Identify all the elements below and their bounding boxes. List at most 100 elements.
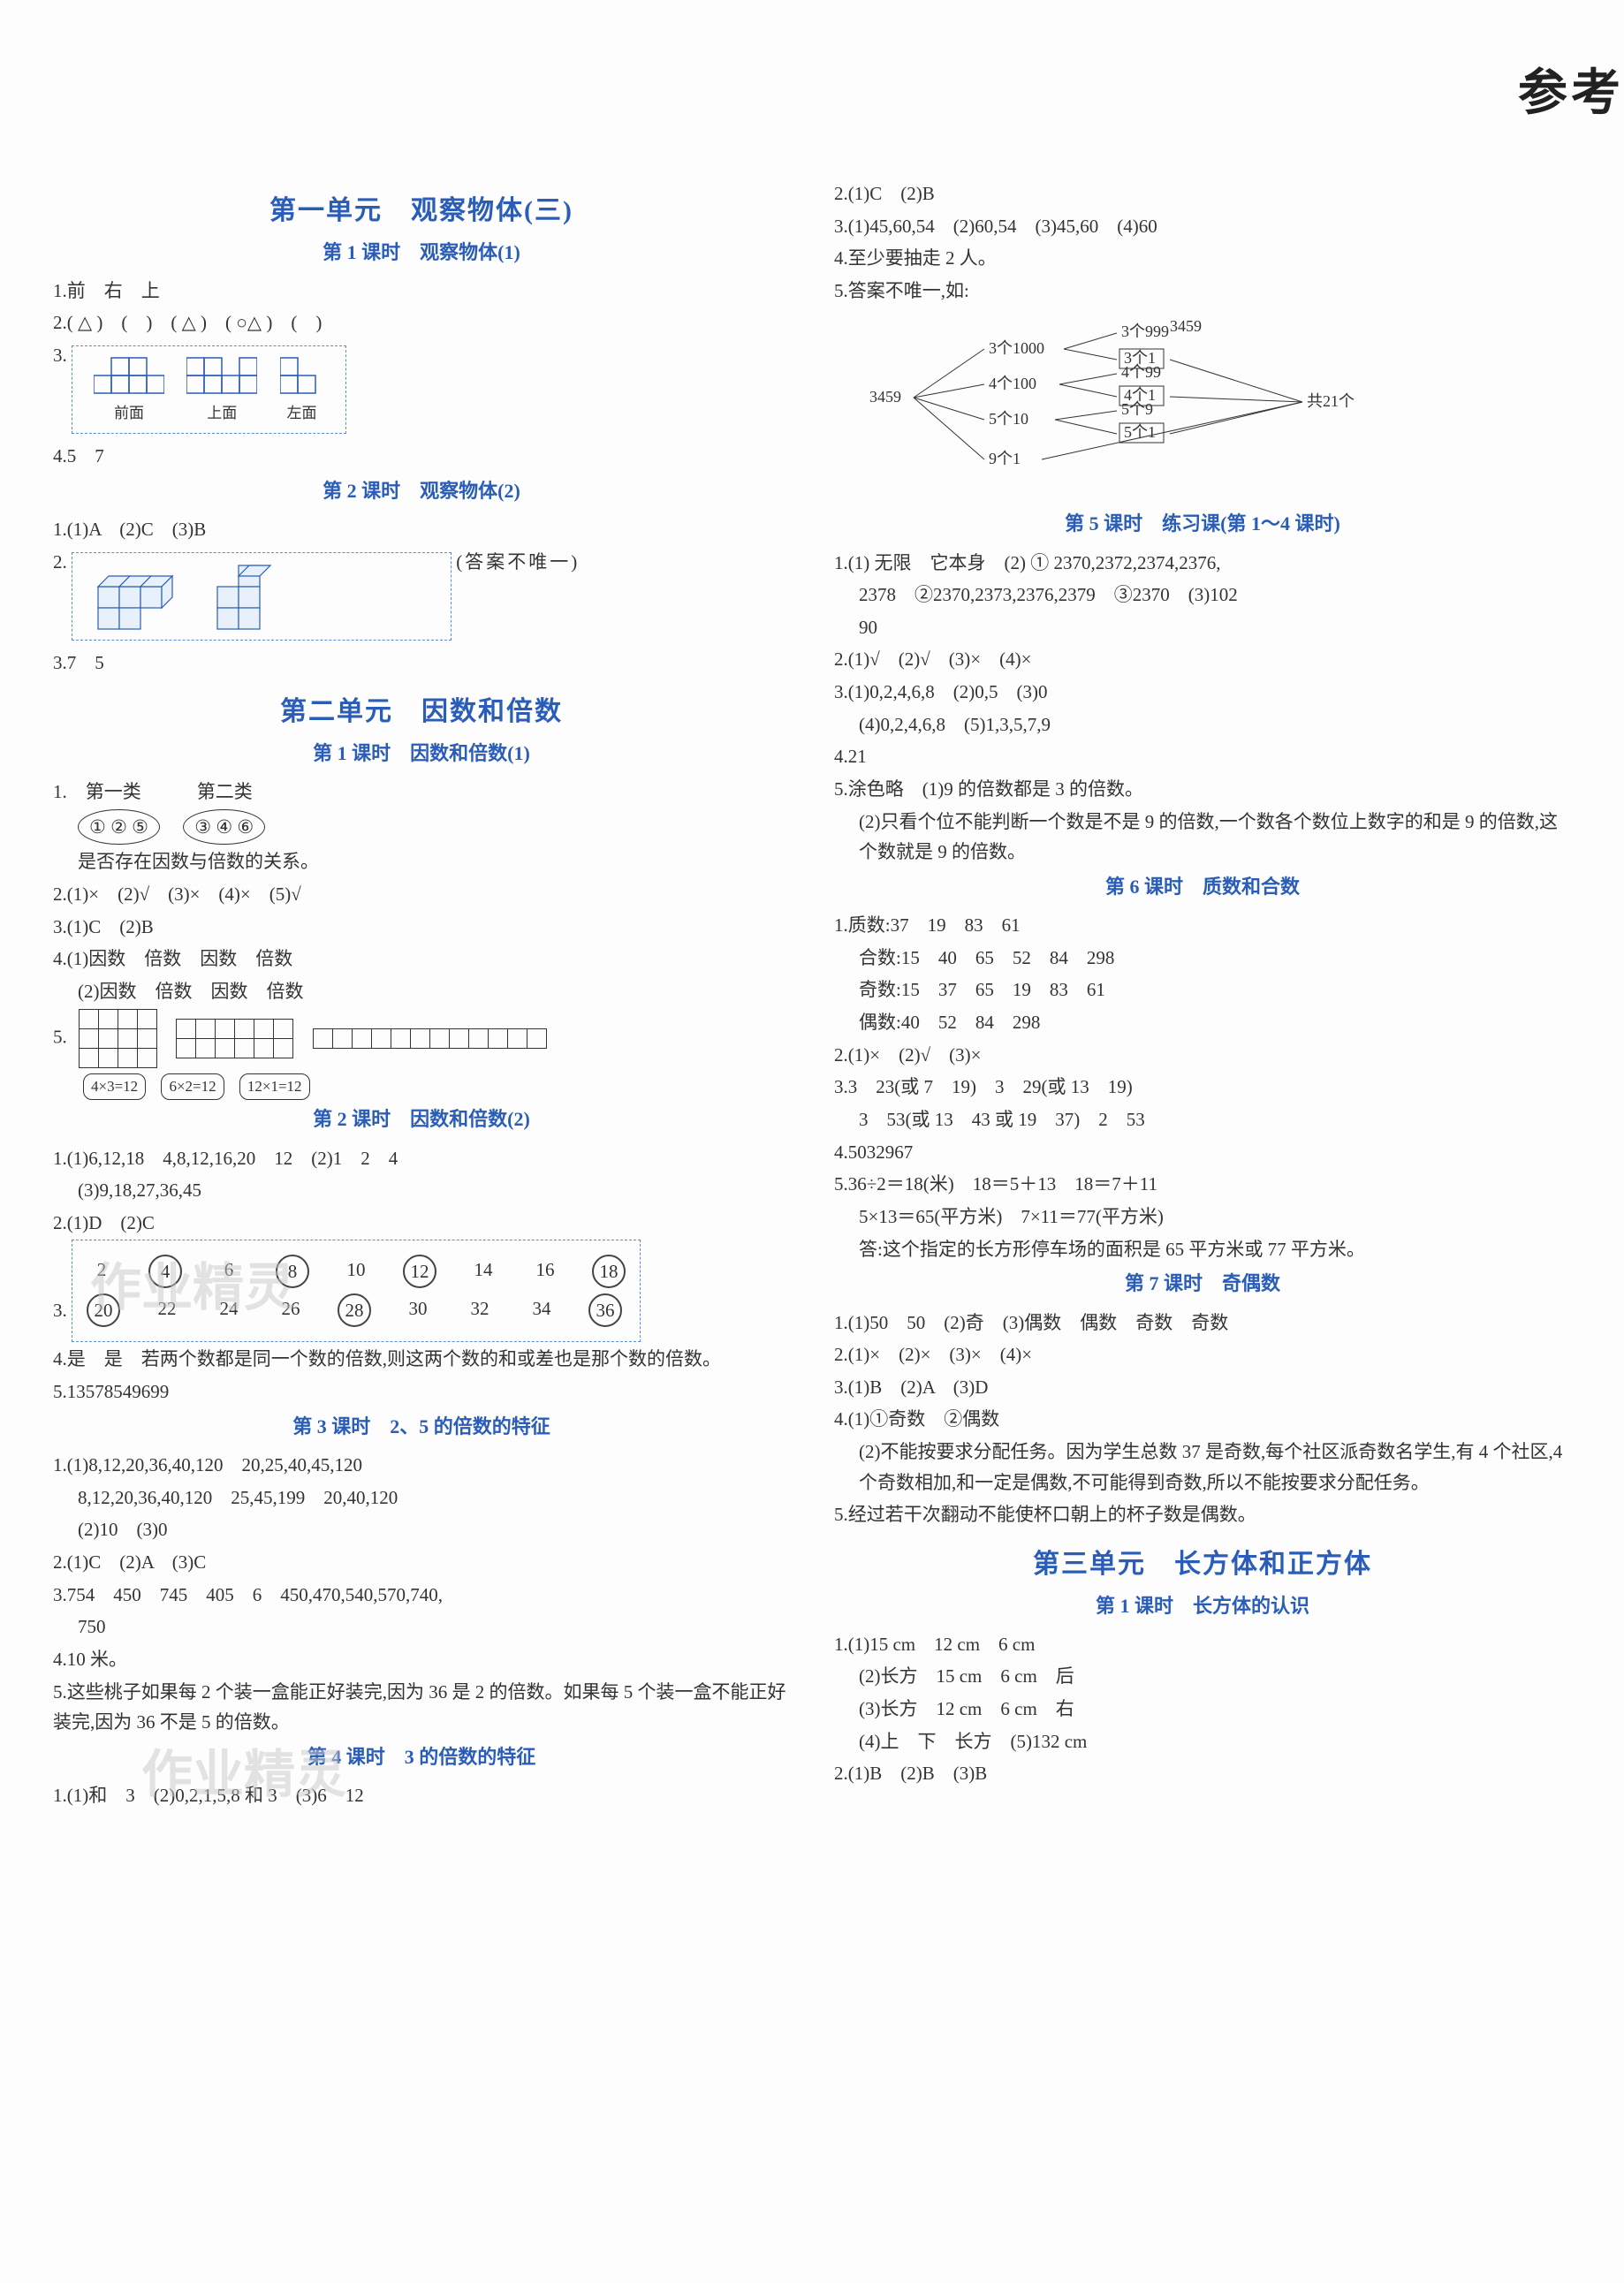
svg-text:4个99: 4个99 [1121,363,1161,381]
answer-line: 8,12,20,36,40,120 25,45,199 20,40,120 [53,1483,790,1513]
answer-line: 5.答案不唯一,如: [834,276,1571,307]
mini-grid [313,1028,547,1049]
answer-line: 1.(1)6,12,18 4,8,12,16,20 12 (2)1 2 4 [53,1143,790,1174]
answer-line: 2. [53,547,790,646]
u2-l6-title: 第 6 课时 质数和合数 [834,871,1571,903]
grid-num-circled: 12 [403,1255,436,1288]
mini-grid [176,1019,293,1058]
group-oval: ① ② ⑤ [78,809,160,846]
grid-num: 10 [341,1255,371,1288]
answer-line: 2.(1)C (2)B [834,178,1571,209]
answer-line: 3.(1)C (2)B [53,912,790,943]
answer-line: 3.(1)0,2,4,6,8 (2)0,5 (3)0 [834,677,1571,708]
u2-l3-title: 第 3 课时 2、5 的倍数的特征 [53,1411,790,1443]
grid-num: 26 [276,1293,306,1327]
number-grid: 2 4 6 8 10 12 14 16 18 20 22 24 26 28 30 [72,1240,641,1342]
boxed-equation: 12×1=12 [239,1073,310,1100]
shapes-container [72,552,452,641]
tree-svg: 3459 3459 3个1000 4个100 5个10 9个1 3个999 3个… [861,314,1408,490]
tree-diagram: 3459 3459 3个1000 4个100 5个10 9个1 3个999 3个… [861,314,1408,500]
tree-root: 3459 [869,388,901,406]
answer-line: 4.至少要抽走 2 人。 [834,243,1571,274]
answer-line: (3)长方 12 cm 6 cm 右 [834,1694,1571,1725]
unit2-title: 第二单元 因数和倍数 [53,690,790,734]
grid-num: 6 [214,1255,244,1288]
answer-line: 3.3 23(或 7 19) 3 29(或 13 19) [834,1072,1571,1103]
u3-l1-title: 第 1 课时 长方体的认识 [834,1590,1571,1622]
shapes-container: 前面 上面 [72,345,346,434]
answer-line: 1.(1)和 3 (2)0,2,1,5,8 和 3 (3)6 12 [53,1780,790,1811]
answer-line: 3. 前面 [53,340,790,439]
shape-svg [94,560,191,631]
u2-l5-title: 第 5 课时 练习课(第 1～4 课时) [834,508,1571,540]
svg-text:5个9: 5个9 [1121,400,1153,418]
answer-line: 4×3=12 6×2=12 12×1=12 [53,1070,790,1101]
answer-line: 4.10 米。 [53,1644,790,1675]
u1-l1-title: 第 1 课时 观察物体(1) [53,237,790,269]
svg-text:4个100: 4个100 [989,375,1036,392]
answer-line: 3.(1)45,60,54 (2)60,54 (3)45,60 (4)60 [834,211,1571,242]
answer-line: 1.(1) 无限 它本身 (2) ① 2370,2372,2374,2376, [834,548,1571,579]
answer-line: 2.(1)√ (2)√ (3)× (4)× [834,644,1571,675]
q-number: 3. [53,345,67,366]
answer-line: 5.涂色略 (1)9 的倍数都是 3 的倍数。 [834,774,1571,805]
note-text: (答案不唯一) [456,551,580,573]
answer-line: 3. 2 4 6 8 10 12 14 16 18 20 22 24 2 [53,1240,790,1342]
answer-line: 答:这个指定的长方形停车场的面积是 65 平方米或 77 平方米。 [834,1234,1571,1265]
unit3-title: 第三单元 长方体和正方体 [834,1543,1571,1587]
shape-label: 上面 [186,401,257,426]
answer-line: 3.7 5 [53,648,790,679]
answer-line: 2.( △ ) ( ) ( △ ) ( ○△ ) ( ) [53,307,790,338]
svg-text:共21个: 共21个 [1307,392,1355,410]
answer-line: 5×13＝65(平方米) 7×11＝77(平方米) [834,1202,1571,1233]
answer-line: 4.是 是 若两个数都是同一个数的倍数,则这两个数的和或差也是那个数的倍数。 [53,1344,790,1375]
shape-label: 前面 [94,401,164,426]
answer-line: ① ② ⑤ ③ ④ ⑥ [53,809,790,846]
shape-svg [280,353,324,398]
group-oval: ③ ④ ⑥ [183,809,265,846]
answer-line: 5.经过若干次翻动不能使杯口朝上的杯子数是偶数。 [834,1499,1571,1530]
grid-num: 22 [152,1293,182,1327]
u2-l2-title: 第 2 课时 因数和倍数(2) [53,1104,790,1135]
right-column: 2.(1)C (2)B 3.(1)45,60,54 (2)60,54 (3)45… [834,177,1571,1813]
circled-num: ③ [194,816,211,838]
grid-num-circled: 8 [276,1255,309,1288]
circled-num: ④ [216,816,232,838]
answer-line: 1.(1)8,12,20,36,40,120 20,25,40,45,120 [53,1450,790,1481]
answer-line: 2.(1)× (2)√ (3)× [834,1040,1571,1071]
grid-num-circled: 28 [338,1293,371,1327]
answer-line: 1.前 右 上 [53,276,790,307]
answer-line: 1.质数:37 19 83 61 [834,910,1571,941]
answer-line: 2.(1)B (2)B (3)B [834,1758,1571,1789]
answer-line: 5.这些桃子如果每 2 个装一盒能正好装完,因为 36 是 2 的倍数。如果每 … [53,1677,790,1738]
answer-line: 1.(1)15 cm 12 cm 6 cm [834,1629,1571,1660]
svg-text:3个999: 3个999 [1121,322,1169,340]
page-title: 参考 [1518,53,1624,134]
shape-svg [94,353,164,398]
grid-num: 30 [403,1293,433,1327]
answer-line: 2.(1)D (2)C [53,1208,790,1239]
u2-l7-title: 第 7 课时 奇偶数 [834,1268,1571,1300]
answer-line: 奇数:15 37 65 19 83 61 [834,975,1571,1005]
answer-line: 1.(1)A (2)C (3)B [53,514,790,545]
answer-line: (4)0,2,4,6,8 (5)1,3,5,7,9 [834,709,1571,740]
answer-line: (4)上 下 长方 (5)132 cm [834,1726,1571,1757]
answer-line: 2.(1)C (2)A (3)C [53,1547,790,1578]
svg-text:3个1000: 3个1000 [989,339,1044,357]
answer-line: 90 [834,612,1571,643]
answer-line: (2)不能按要求分配任务。因为学生总数 37 是奇数,每个社区派奇数名学生,有 … [834,1437,1571,1498]
grid-row: 20 22 24 26 28 30 32 34 36 [87,1293,626,1327]
svg-text:3459: 3459 [1170,317,1202,335]
shape-svg [213,560,310,631]
circled-num: ① [89,816,106,838]
shape-cube [213,560,310,631]
answer-line: 5. [53,1009,790,1068]
svg-text:9个1: 9个1 [989,450,1021,467]
left-column: 第一单元 观察物体(三) 第 1 课时 观察物体(1) 1.前 右 上 2.( … [53,177,790,1813]
grid-row: 2 4 6 8 10 12 14 16 18 [87,1255,626,1288]
answer-line: 4.(1)因数 倍数 因数 倍数 [53,944,790,975]
grid-num: 32 [465,1293,495,1327]
answer-line: 合数:15 40 65 52 84 298 [834,943,1571,974]
answer-line: (2)10 (3)0 [53,1514,790,1545]
grid-num-circled: 36 [588,1293,622,1327]
